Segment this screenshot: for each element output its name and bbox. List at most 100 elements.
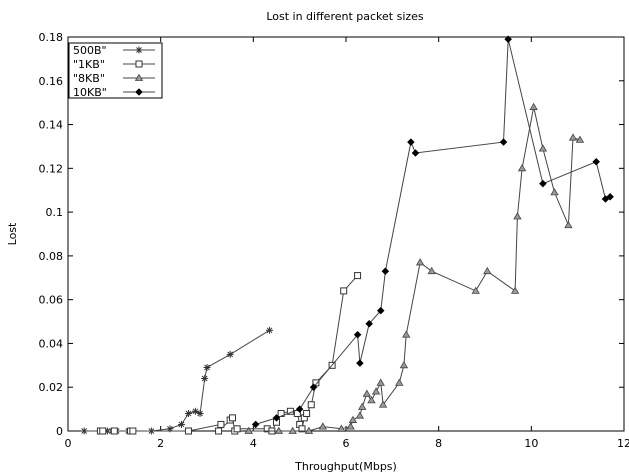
data-point [304,426,314,434]
data-point [196,409,204,417]
data-point [135,60,143,68]
y-tick-label: 0 [56,425,63,438]
y-tick-label: 0.12 [39,162,64,175]
data-point [295,405,304,413]
x-tick-label: 12 [617,437,629,450]
data-point [272,414,281,422]
data-point [499,138,508,146]
x-tick-label: 10 [524,437,538,450]
data-point [415,258,425,266]
data-point [228,414,236,422]
data-point [399,361,409,369]
y-axis: 0 0.02 0.04 0.06 0.08 0.1 0.12 0.14 0.16 0.18 [39,31,624,438]
data-point [427,266,436,275]
data-point [226,350,234,358]
data-point [184,427,192,435]
y-tick-label: 0.1 [46,206,64,219]
data-point [354,272,362,280]
data-point [606,192,614,201]
series-3 [244,102,585,434]
data-point [378,400,388,408]
data-point [166,425,174,433]
data-point [376,378,385,386]
data-point [298,425,306,433]
data-point [362,389,372,397]
data-point [303,409,311,417]
x-tick-label: 6 [343,437,350,450]
data-point [274,426,284,434]
data-point [244,426,253,434]
series-line [255,39,611,425]
legend-label: 500B" [73,44,107,57]
data-point [471,286,480,294]
data-point [355,411,365,419]
series-4 [251,35,614,429]
data-point [348,415,358,423]
data-point [358,402,367,410]
series-layer [80,35,614,435]
data-point [318,422,328,430]
x-tick-label: 0 [65,437,72,450]
data-point [135,46,143,54]
data-point [365,319,374,328]
data-point [201,374,209,382]
data-point [134,73,144,81]
data-point [309,383,318,392]
y-tick-label: 0.02 [39,381,64,394]
data-point [564,220,573,229]
data-point [510,286,520,294]
data-point [575,135,585,143]
y-tick-label: 0.06 [39,294,64,307]
legend-label: "8KB" [73,72,105,85]
data-point [592,157,601,166]
data-point [217,420,225,428]
data-point [178,420,186,428]
data-point [353,330,362,339]
legend: 500B""1KB""8KB"10KB" [68,42,163,99]
y-axis-label: Lost [6,222,19,245]
data-point [346,422,355,430]
data-point [110,427,118,435]
data-point [233,425,241,433]
series-line [84,329,270,432]
data-point [367,396,376,404]
data-point [483,266,492,275]
data-point [99,427,107,435]
y-tick-label: 0.04 [39,337,64,350]
data-point [356,359,364,367]
data-point [402,330,411,338]
x-tick-label: 4 [250,437,257,450]
series-1 [80,326,274,435]
data-point [568,133,578,141]
data-point [135,88,143,96]
legend-box [68,42,163,99]
data-point [288,426,297,434]
y-tick-label: 0.16 [39,75,64,88]
data-point [395,378,404,386]
data-point [504,35,513,44]
data-point [539,179,547,188]
data-point [407,138,415,146]
data-point [529,102,538,110]
y-tick-label: 0.18 [39,31,64,44]
data-point [376,306,385,315]
data-point [191,407,199,415]
data-point [340,287,348,295]
data-point [337,424,346,432]
x-tick-label: 2 [157,437,164,450]
x-tick-label: 8 [435,437,442,450]
data-point [550,188,559,196]
data-point [80,427,88,435]
y-tick-label: 0.14 [39,119,64,132]
data-point [203,364,211,372]
chart-title: Lost in different packet sizes [266,10,424,23]
x-axis: 0 2 4 6 8 10 12 [65,37,629,450]
data-point [307,401,315,409]
data-point [371,387,381,395]
data-point [251,420,260,429]
data-point [129,427,137,435]
data-point [215,427,223,435]
data-point [411,149,420,157]
data-point [538,144,548,152]
